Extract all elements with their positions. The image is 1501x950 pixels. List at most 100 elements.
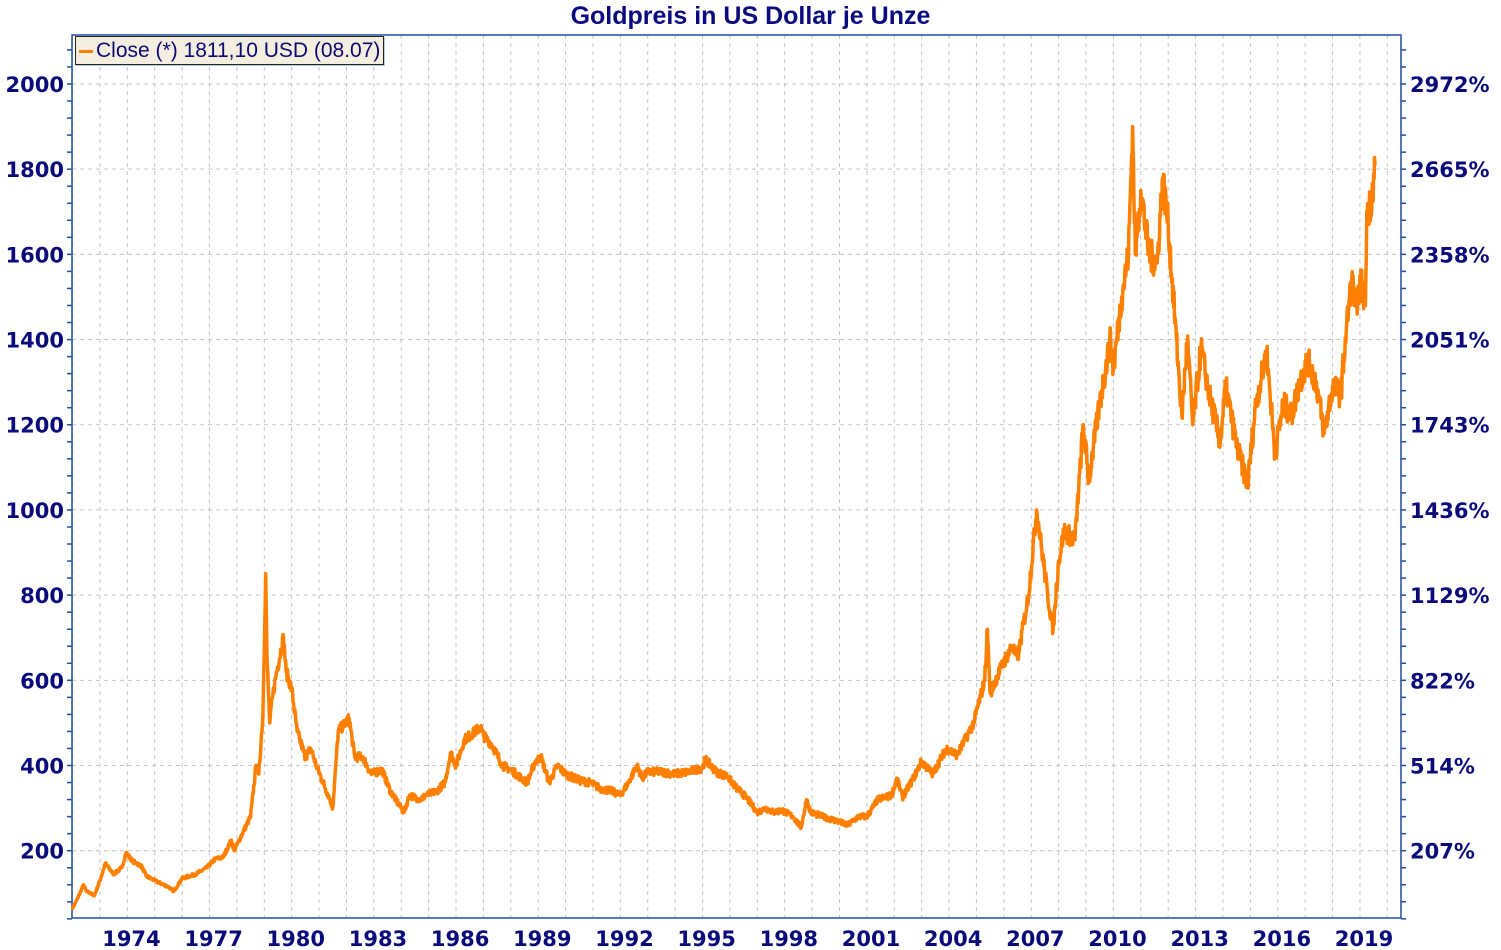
data-point [772, 810, 776, 814]
data-point [479, 725, 483, 729]
legend-label: Close (*) 1811,10 USD (08.07) [96, 39, 381, 62]
data-point [1365, 210, 1369, 214]
data-point [1166, 222, 1170, 227]
data-point [599, 787, 603, 791]
data-point [103, 861, 108, 866]
data-point [84, 889, 88, 893]
data-point [999, 665, 1003, 670]
data-point [240, 832, 244, 836]
data-point [1046, 593, 1050, 597]
data-point [388, 789, 392, 793]
data-point [1062, 529, 1066, 533]
x-tick-label: 2019 [1335, 927, 1393, 950]
data-point [1010, 644, 1014, 648]
data-point [229, 838, 234, 842]
x-tick-label: 2010 [1088, 927, 1146, 950]
y-tick-label-right: 1129% [1410, 584, 1490, 608]
data-point [763, 806, 768, 810]
data-point [1191, 423, 1195, 427]
data-point [1139, 188, 1143, 193]
chart-title: Goldpreis in US Dollar je Unze [570, 2, 931, 30]
x-tick-label: 1980 [267, 927, 325, 950]
data-point [520, 776, 524, 780]
data-point [646, 770, 650, 774]
y-tick-label-right: 1436% [1410, 499, 1490, 523]
data-point [1339, 393, 1343, 397]
data-point [687, 770, 691, 774]
series-line-close [71, 124, 1377, 910]
data-point [1330, 384, 1335, 389]
data-point [1355, 312, 1359, 316]
x-tick-label: 1998 [760, 927, 818, 950]
y-tick-label-left: 200 [20, 840, 64, 864]
data-point [900, 795, 905, 800]
data-point [755, 810, 759, 814]
data-point [336, 729, 340, 734]
data-point [640, 776, 644, 780]
axes [67, 34, 1406, 920]
data-point [353, 755, 357, 759]
data-point [295, 729, 299, 734]
data-point [369, 772, 373, 776]
data-point [1015, 657, 1020, 661]
x-tick-label: 2001 [842, 927, 900, 950]
y-tick-label-right: 207% [1410, 840, 1475, 864]
x-tick-label: 2013 [1170, 927, 1228, 950]
data-point [1111, 367, 1115, 371]
data-point [725, 774, 729, 778]
y-tick-label-left: 600 [20, 669, 64, 693]
data-point [700, 766, 705, 770]
data-point [81, 883, 86, 887]
data-point [314, 763, 318, 768]
data-point [131, 859, 135, 863]
data-point [509, 768, 513, 772]
tick-labels: 200 207% 400 514% 600 822% 800 1129% 1000 1436% 12… [6, 73, 1490, 950]
data-point [876, 797, 880, 802]
data-point [983, 678, 987, 682]
data-point [1344, 329, 1348, 333]
data-point [490, 742, 494, 746]
data-point [462, 738, 466, 742]
data-point [407, 793, 412, 797]
data-point [780, 808, 784, 812]
data-point [889, 793, 894, 797]
gridlines [72, 35, 1401, 918]
data-point [1322, 431, 1326, 435]
data-point [1130, 124, 1135, 129]
data-point [284, 670, 288, 674]
data-point [805, 797, 809, 802]
data-point [539, 755, 543, 759]
data-point [331, 806, 335, 810]
data-point [1098, 401, 1102, 406]
data-point [1155, 261, 1159, 265]
data-point [98, 878, 102, 883]
data-point [955, 753, 959, 757]
data-point [290, 687, 294, 691]
data-point [846, 823, 850, 827]
data-point [257, 772, 261, 776]
data-point [275, 670, 279, 674]
data-point [1120, 295, 1124, 299]
data-point [166, 885, 171, 889]
y-tick-label-right: 2665% [1410, 158, 1490, 182]
data-point [1051, 627, 1055, 631]
data-point [791, 815, 795, 819]
data-point [1218, 440, 1222, 444]
data-point [261, 712, 265, 716]
data-point [418, 797, 423, 802]
data-point [1224, 384, 1228, 389]
data-point [194, 872, 198, 876]
data-point [1363, 303, 1367, 308]
data-point [857, 815, 861, 819]
data-point [911, 776, 916, 780]
data-point [1369, 201, 1373, 205]
data-point [931, 772, 935, 776]
data-point [1350, 278, 1354, 282]
data-point [254, 763, 258, 768]
data-point [424, 793, 428, 797]
data-point [124, 851, 128, 855]
data-point [481, 734, 486, 738]
legend: Close (*) 1811,10 USD (08.07) [75, 36, 385, 65]
data-point [1246, 482, 1250, 486]
data-point [221, 855, 225, 859]
